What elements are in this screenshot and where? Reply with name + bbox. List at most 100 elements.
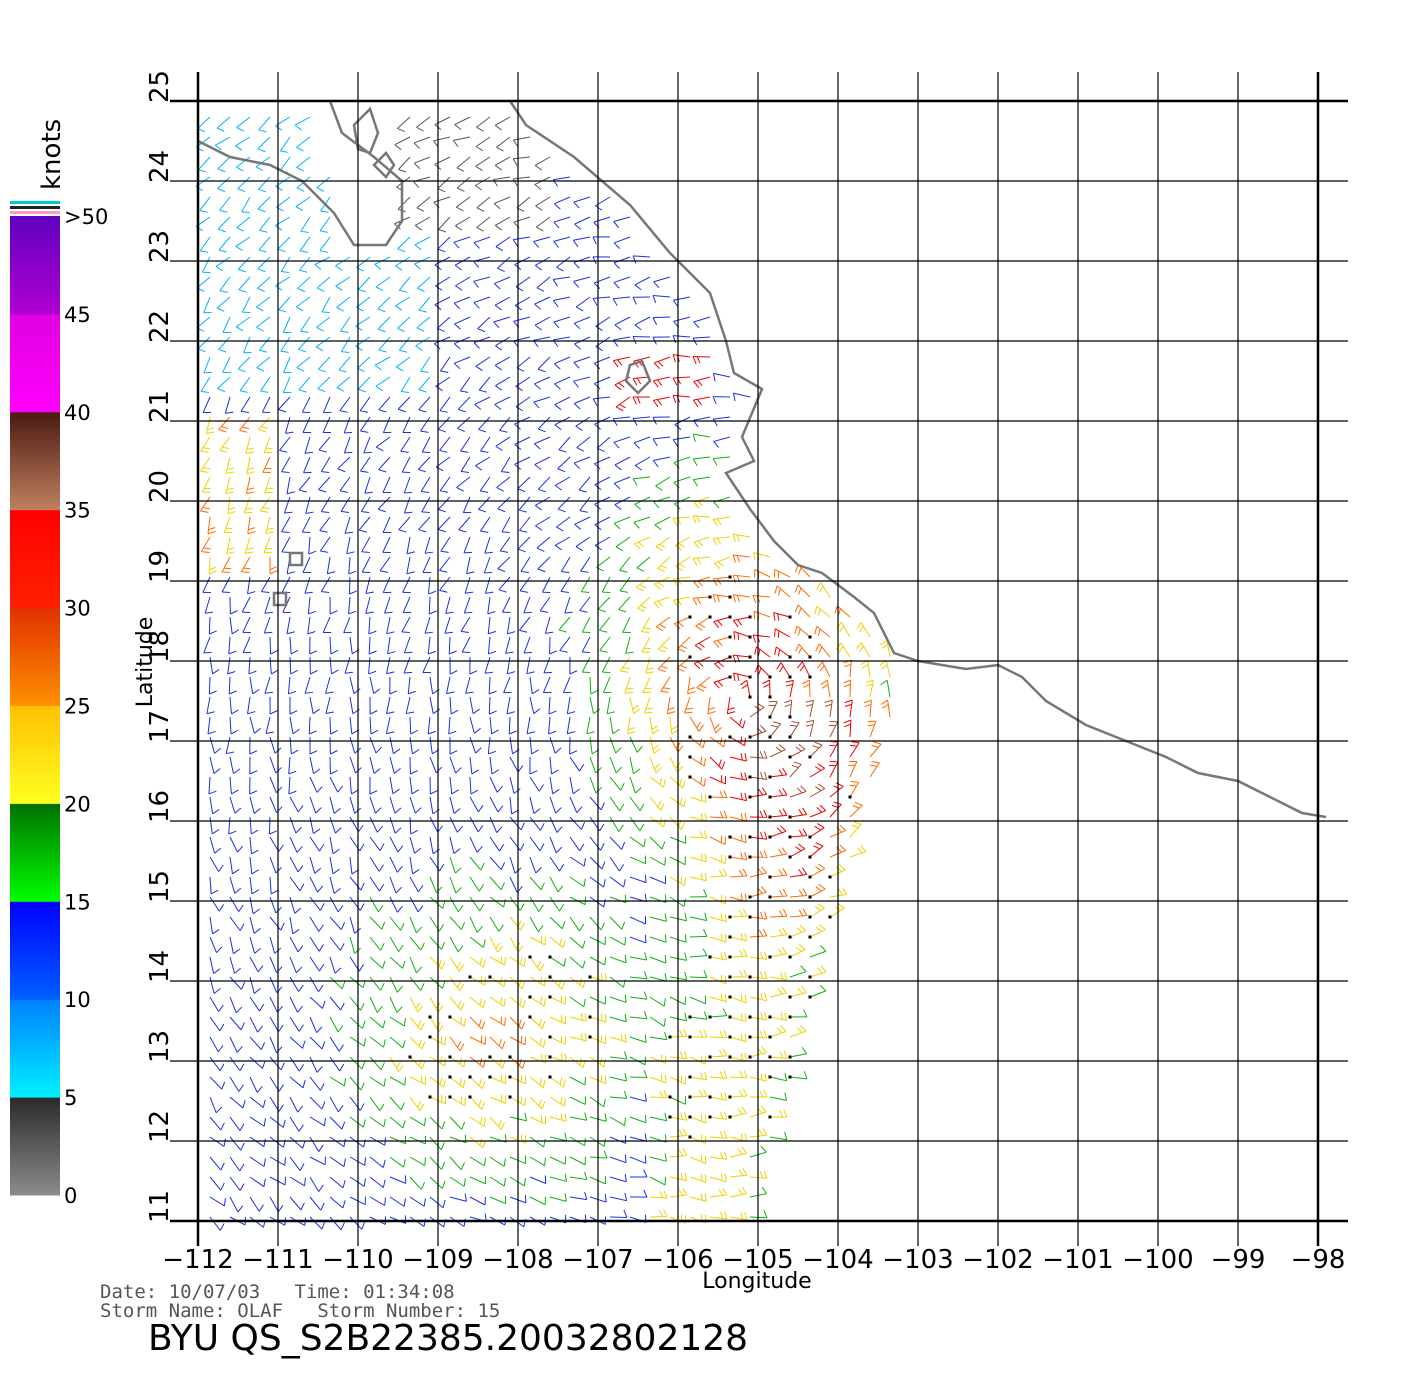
- wind-barb: [529, 1096, 546, 1110]
- wind-barb: [433, 336, 451, 350]
- wind-barb: [573, 256, 591, 269]
- wind-barb: [329, 956, 342, 974]
- wind-barb: [437, 416, 451, 433]
- wind-barb: [712, 456, 731, 466]
- wind-barb: [589, 696, 601, 715]
- wind-barb: [357, 376, 371, 393]
- wind-barb: [688, 1134, 707, 1144]
- wind-barb: [709, 868, 728, 878]
- wind-barb: [207, 716, 216, 735]
- wind-barb: [729, 772, 748, 781]
- wind-barb: [264, 476, 273, 494]
- wind-barb: [643, 696, 653, 714]
- wind-barb: [378, 336, 391, 353]
- wind-barb: [409, 1196, 426, 1207]
- wind-barb: [529, 1156, 546, 1166]
- lat-lon-grid: [170, 72, 1348, 1246]
- wind-barb: [269, 1016, 284, 1033]
- wind-barb: [788, 828, 808, 839]
- wind-barb: [609, 816, 624, 832]
- island-outline: [288, 551, 304, 567]
- wind-barb: [653, 596, 671, 609]
- wind-barb: [712, 396, 731, 405]
- wind-barb: [329, 1216, 345, 1231]
- wind-barb: [229, 1116, 245, 1131]
- wind-barb: [368, 656, 377, 675]
- latitude-tick-label: 17: [145, 710, 175, 743]
- longitude-tick-label: −111: [242, 1245, 313, 1275]
- wind-barb: [559, 636, 571, 653]
- wind-barb: [409, 956, 423, 974]
- wind-barb: [557, 456, 571, 473]
- wind-barb: [269, 636, 278, 655]
- wind-barb: [214, 136, 231, 151]
- wind-barb: [669, 736, 684, 753]
- wind-barb: [200, 536, 211, 553]
- wind-barb: [239, 416, 251, 433]
- wind-barb: [329, 656, 339, 675]
- wind-barb: [309, 776, 323, 793]
- wind-barb: [317, 376, 331, 393]
- wind-barb: [413, 176, 431, 188]
- wind-barb: [569, 656, 578, 675]
- wind-barb: [809, 945, 827, 958]
- wind-barb: [573, 456, 591, 470]
- wind-barb: [553, 236, 571, 248]
- wind-barb: [409, 896, 424, 913]
- wind-barb: [398, 516, 411, 533]
- wind-barb: [209, 1136, 226, 1147]
- wind-barb: [433, 196, 451, 209]
- wind-barb: [209, 856, 224, 872]
- wind-barb: [537, 556, 551, 573]
- wind-barb: [498, 576, 511, 593]
- wind-barb: [446, 676, 455, 695]
- wind-barb: [537, 416, 551, 433]
- wind-barb: [453, 296, 471, 310]
- wind-barb: [403, 636, 413, 654]
- wind-barb: [209, 1096, 223, 1114]
- wind-barb: [277, 236, 291, 253]
- wind-barb: [529, 876, 545, 891]
- wind-barb: [493, 196, 511, 210]
- wind-barb: [365, 596, 374, 614]
- wind-barb: [556, 256, 571, 272]
- wind-barb: [509, 876, 523, 893]
- wind-barb: [589, 856, 606, 870]
- wind-barb: [629, 776, 642, 794]
- wind-barb: [589, 756, 602, 774]
- wind-barb: [369, 1036, 386, 1048]
- wind-barb: [283, 496, 293, 514]
- wind-barb: [728, 932, 748, 942]
- wind-barb: [712, 516, 731, 527]
- wind-barb: [673, 476, 691, 489]
- colorbar-band: [10, 1097, 60, 1196]
- wind-barb: [409, 816, 419, 835]
- wind-barb: [382, 576, 392, 594]
- wind-barb: [329, 976, 346, 990]
- wind-barb: [249, 936, 262, 954]
- wind-barb: [729, 716, 746, 729]
- wind-barb: [788, 843, 806, 859]
- wind-barb: [529, 856, 542, 874]
- wind-barb: [414, 216, 431, 231]
- wind-barb: [269, 696, 278, 715]
- wind-barb: [258, 416, 271, 433]
- wind-barb: [309, 756, 321, 775]
- wind-barb: [692, 433, 711, 442]
- wind-barb: [808, 984, 827, 999]
- wind-barb: [224, 396, 234, 414]
- wind-barb: [349, 936, 362, 954]
- wind-barb: [569, 836, 585, 852]
- wind-barb: [209, 916, 220, 935]
- wind-barb: [229, 956, 241, 974]
- wind-barb: [369, 976, 385, 991]
- wind-barb: [229, 1156, 245, 1172]
- wind-barb: [594, 456, 611, 470]
- wind-barb: [200, 456, 211, 473]
- wind-barb: [397, 396, 411, 413]
- wind-barb: [508, 1055, 526, 1069]
- wind-barb: [696, 676, 711, 692]
- wind-barb: [774, 569, 791, 579]
- wind-barb: [439, 436, 451, 453]
- wind-barb: [401, 456, 411, 473]
